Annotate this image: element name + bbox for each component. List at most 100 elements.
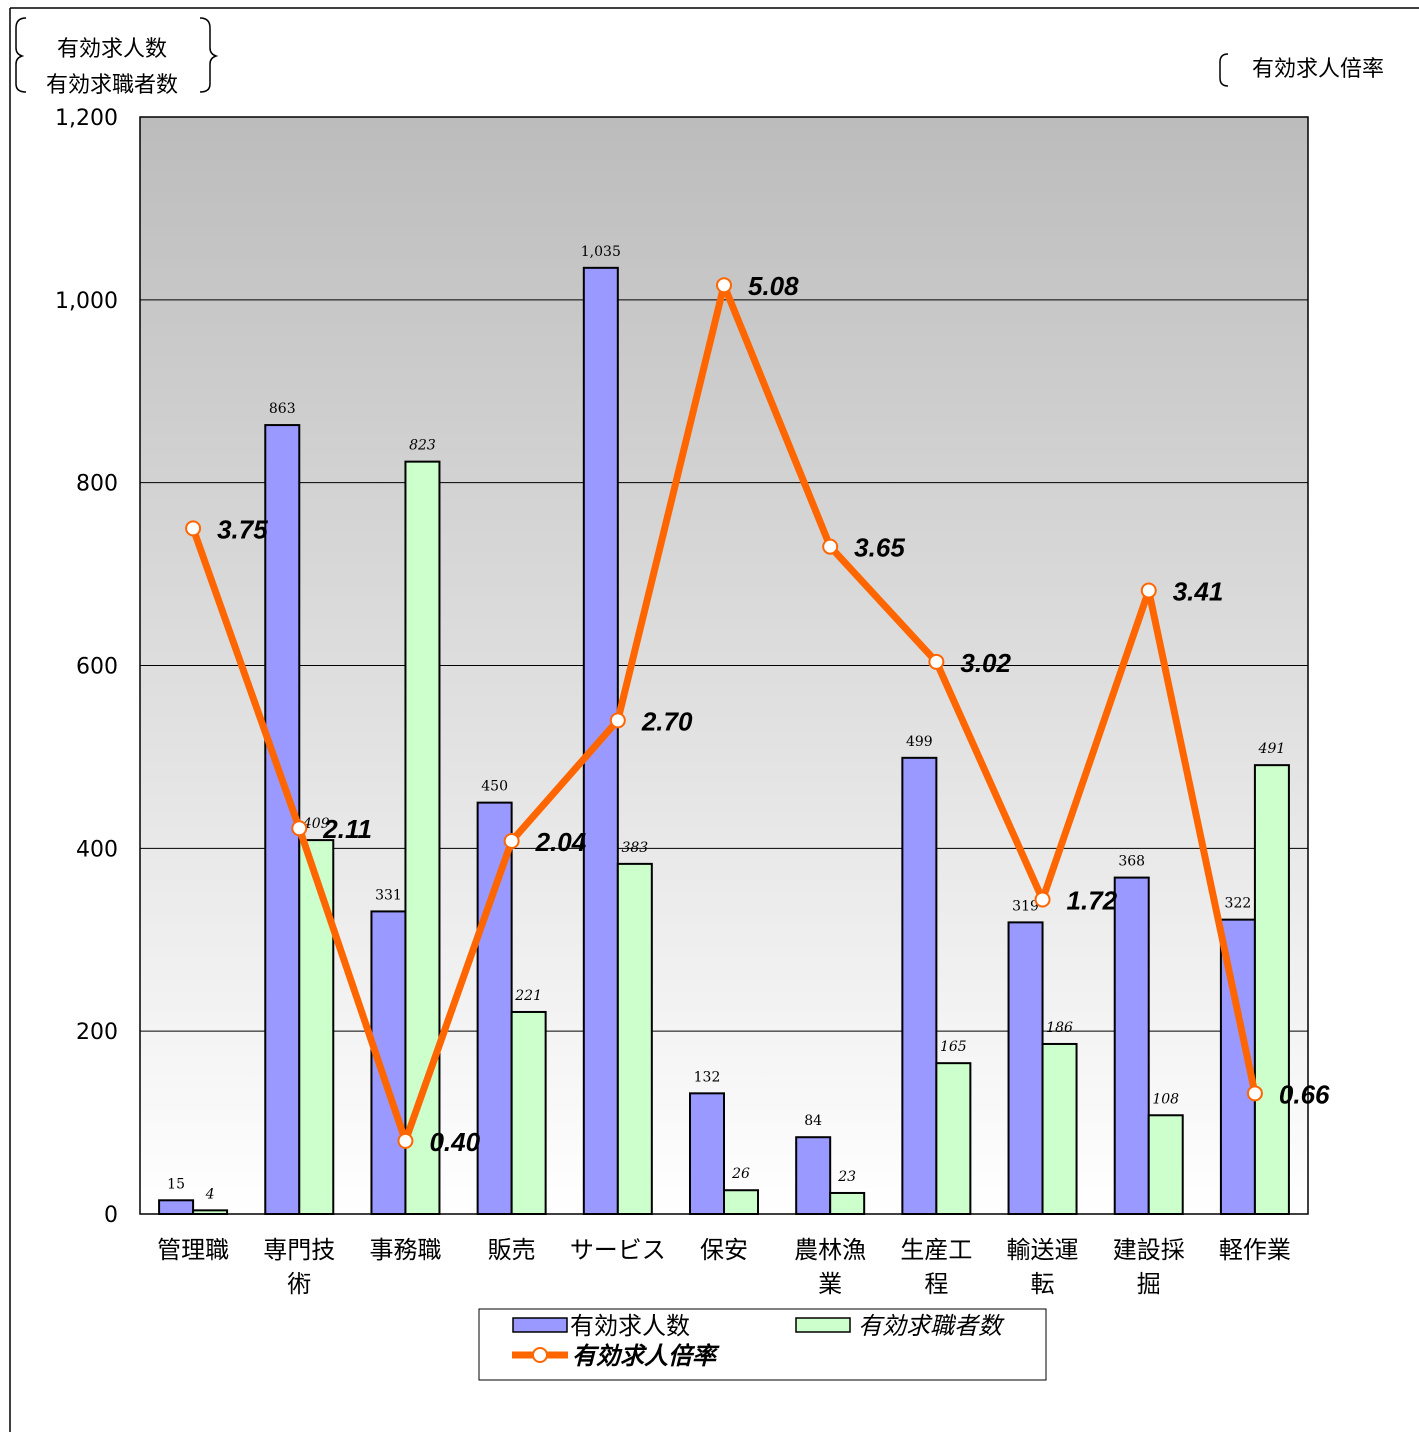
category-label: 程 bbox=[924, 1270, 948, 1298]
legend-swatch-job-openings bbox=[512, 1317, 568, 1333]
ratio-labels: 3.75 2.11 0.40 2.04 2.70 5.08 3.65 3.02 1.72 3.41… bbox=[217, 271, 1330, 1157]
category-label: 専門技 bbox=[263, 1236, 335, 1264]
ratio-point bbox=[503, 833, 520, 850]
category-label: 軽作業 bbox=[1219, 1236, 1291, 1264]
category-label: サービス bbox=[570, 1236, 666, 1264]
bar-value-label: 331 bbox=[375, 887, 402, 903]
left-axis-header: 有効求人数 有効求職者数 bbox=[15, 17, 219, 98]
bar-value-label: 108 bbox=[1152, 1091, 1179, 1107]
bar-value-label: 4 bbox=[205, 1186, 215, 1202]
category-label: 転 bbox=[1031, 1270, 1055, 1298]
ratio-point bbox=[185, 520, 202, 537]
bar-job-seekers bbox=[829, 1191, 866, 1215]
ratio-label: 3.02 bbox=[960, 648, 1011, 678]
bar-value-label: 84 bbox=[804, 1113, 822, 1129]
ratio-point bbox=[1034, 891, 1051, 908]
ratio-point bbox=[928, 653, 945, 670]
legend-swatch-job-seekers bbox=[795, 1317, 851, 1333]
ratio-label: 1.72 bbox=[1067, 886, 1118, 916]
bar-value-label: 186 bbox=[1046, 1020, 1073, 1036]
bar-value-label: 15 bbox=[167, 1176, 185, 1192]
bar-job-openings bbox=[901, 756, 938, 1215]
y-tick-label: 600 bbox=[76, 655, 118, 680]
legend: 有効求人数 有効求職者数 有効求人倍率 bbox=[478, 1308, 1047, 1381]
bar-value-label: 1,035 bbox=[581, 244, 621, 260]
category-label: 事務職 bbox=[369, 1236, 441, 1264]
category-label: 術 bbox=[287, 1270, 311, 1298]
bars bbox=[158, 266, 1290, 1216]
ratio-label: 3.65 bbox=[854, 533, 905, 563]
ratio-label: 5.08 bbox=[748, 271, 799, 301]
ratio-label: 2.04 bbox=[535, 827, 587, 857]
bar-job-seekers bbox=[1253, 764, 1290, 1215]
bar-value-label: 23 bbox=[837, 1169, 856, 1185]
category-label: 建設採 bbox=[1113, 1236, 1185, 1264]
y-tick-label: 1,200 bbox=[55, 106, 118, 131]
bar-value-label: 499 bbox=[906, 734, 933, 750]
ratio-line bbox=[185, 277, 1263, 1149]
bar-value-label: 221 bbox=[514, 988, 542, 1004]
bar-job-seekers bbox=[1041, 1042, 1078, 1215]
bar-value-label: 450 bbox=[481, 779, 508, 795]
bar-value-label: 409 bbox=[302, 816, 330, 832]
category-label: 輸送運 bbox=[1007, 1236, 1079, 1264]
bar-value-label: 26 bbox=[731, 1166, 750, 1182]
ratio-point bbox=[716, 277, 732, 294]
ratio-point bbox=[1246, 1085, 1263, 1102]
bar-value-label: 823 bbox=[409, 438, 436, 454]
category-label: 掘 bbox=[1137, 1270, 1161, 1298]
category-label: 販売 bbox=[488, 1236, 536, 1264]
bar-value-label: 132 bbox=[694, 1069, 721, 1085]
left-axis-title-line1: 有効求人数 bbox=[57, 37, 167, 62]
legend-box bbox=[478, 1308, 1047, 1381]
legend-label-job-seekers: 有効求職者数 bbox=[858, 1312, 1005, 1340]
y-tick-label: 400 bbox=[76, 837, 118, 862]
bar-job-seekers bbox=[510, 1010, 547, 1216]
bar-job-seekers bbox=[192, 1209, 229, 1216]
bar-value-label: 165 bbox=[940, 1039, 967, 1055]
category-label: 農林漁 bbox=[794, 1236, 866, 1264]
bar-job-seekers bbox=[935, 1062, 972, 1215]
ratio-point bbox=[609, 712, 626, 729]
bar-job-seekers bbox=[616, 862, 653, 1215]
ratio-point bbox=[822, 538, 839, 555]
bar-job-seekers bbox=[298, 839, 335, 1215]
bar-job-seekers bbox=[1147, 1114, 1184, 1216]
bar-value-label: 319 bbox=[1012, 898, 1039, 914]
category-label: 保安 bbox=[700, 1236, 748, 1264]
bar-value-label: 863 bbox=[269, 401, 296, 417]
ratio-point bbox=[291, 820, 308, 837]
bar-job-openings bbox=[689, 1092, 725, 1215]
bar-value-label: 491 bbox=[1258, 741, 1286, 757]
ratio-label: 3.41 bbox=[1173, 577, 1224, 607]
ratio-label: 3.75 bbox=[217, 514, 268, 544]
y-tick-label: 1,000 bbox=[55, 289, 118, 314]
legend-label-ratio: 有効求人倍率 bbox=[572, 1342, 720, 1370]
ratio-point bbox=[397, 1132, 414, 1149]
y-tick-label: 200 bbox=[76, 1020, 118, 1045]
bar-value-label: 383 bbox=[621, 840, 648, 856]
ratio-point bbox=[1140, 582, 1157, 599]
bar-job-seekers bbox=[723, 1189, 759, 1216]
legend-marker-ratio bbox=[532, 1347, 548, 1363]
category-label: 業 bbox=[818, 1270, 842, 1298]
left-axis-title-line2: 有効求職者数 bbox=[46, 73, 178, 98]
category-label: 生産工 bbox=[900, 1236, 972, 1264]
right-axis-header: 有効求人倍率 bbox=[1219, 53, 1384, 87]
legend-label-job-openings: 有効求人数 bbox=[570, 1312, 690, 1340]
y-tick-label: 800 bbox=[76, 472, 118, 497]
ratio-label: 2.70 bbox=[641, 706, 693, 736]
y-axis-ticks: 0 200 400 600 800 1,000 1,200 bbox=[55, 106, 118, 1228]
bar-job-openings bbox=[795, 1136, 832, 1215]
bar-job-openings bbox=[476, 801, 513, 1215]
ratio-label: 0.40 bbox=[429, 1127, 480, 1157]
y-tick-label: 0 bbox=[104, 1203, 118, 1228]
bar-job-openings bbox=[158, 1199, 195, 1215]
bar-job-openings bbox=[1007, 921, 1044, 1216]
bar-value-labels: 15 4 863 409 331 823 450 221 1,035 383 132 26 84 23 49… bbox=[167, 244, 1285, 1203]
right-axis-title: 有効求人倍率 bbox=[1252, 57, 1384, 82]
ratio-label: 0.66 bbox=[1279, 1079, 1330, 1109]
bar-value-label: 368 bbox=[1118, 854, 1145, 870]
